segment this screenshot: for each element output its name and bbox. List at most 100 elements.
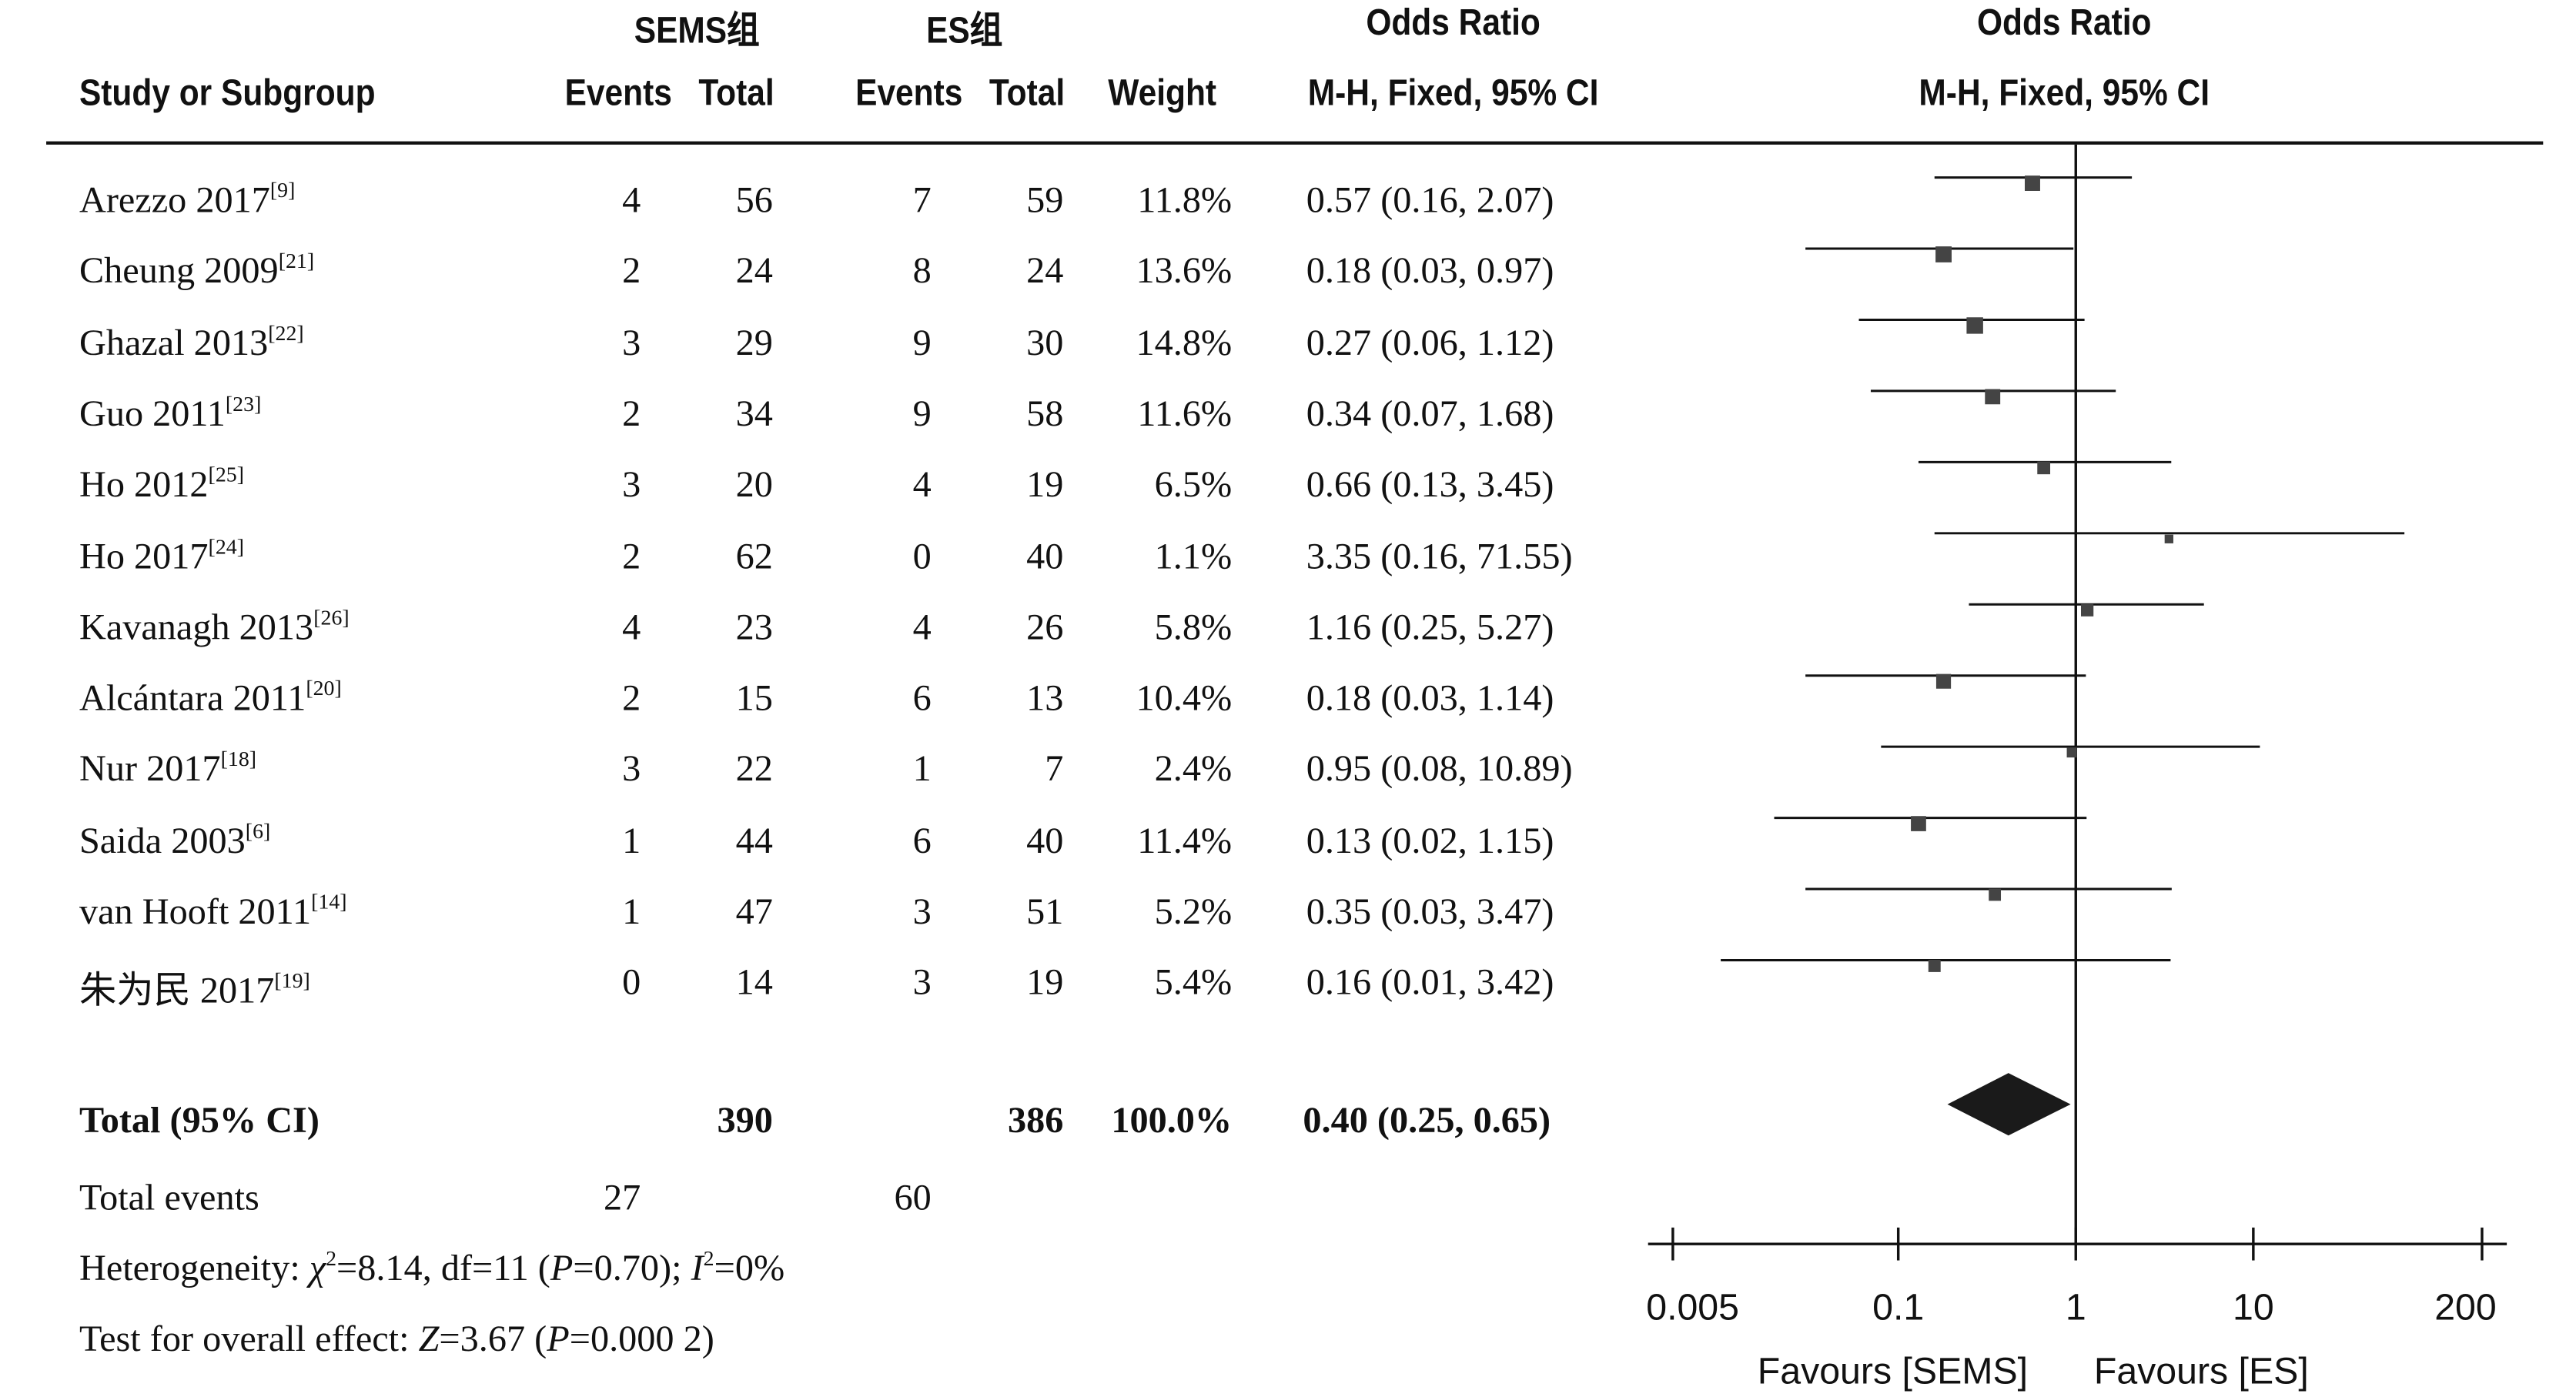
odds-ratio-header: Odds Ratio [1366, 2, 1541, 43]
study-marker [2164, 534, 2173, 543]
group2-total: 59 [1026, 179, 1064, 221]
study-ci-text: 0.95 (0.08, 10.89) [1306, 748, 1573, 790]
group2-header: ES组 [926, 9, 1003, 52]
study-name: Kavanagh 2013[26] [79, 604, 350, 647]
group2-events: 3 [912, 891, 932, 932]
reference-superscript: [25] [208, 462, 245, 487]
total-events-group1: 27 [603, 1176, 641, 1218]
method-header: M-H, Fixed, 95% CI [1307, 72, 1599, 114]
group1-total: 23 [735, 606, 773, 647]
x-tick-label: 1 [2066, 1287, 2086, 1328]
study-ci-text: 0.18 (0.03, 1.14) [1306, 677, 1554, 719]
total-weight: 100.0% [1111, 1099, 1233, 1141]
favours-left-label: Favours [SEMS] [1758, 1351, 2028, 1392]
reference-superscript: [22] [268, 319, 304, 345]
reference-superscript: [24] [208, 533, 245, 558]
x-tick-label: 0.1 [1872, 1287, 1924, 1328]
study-name: Nur 2017[18] [79, 747, 257, 790]
header-rule [46, 141, 2544, 145]
group1-events: 3 [622, 463, 641, 505]
group1-events: 2 [622, 250, 641, 292]
study-marker [1911, 816, 1926, 831]
plot-marks [1721, 144, 2405, 1245]
study-weight: 14.8% [1136, 321, 1233, 363]
heterogeneity-text: Heterogeneity: χ2=8.14, df=11 (P=0.70); … [79, 1245, 785, 1288]
reference-superscript: [14] [311, 889, 347, 914]
group2-total: 24 [1026, 250, 1064, 292]
study-ci-text: 0.18 (0.03, 0.97) [1306, 250, 1554, 292]
group1-events: 1 [622, 819, 641, 861]
study-ci-text: 1.16 (0.25, 5.27) [1306, 606, 1554, 647]
x-tick-label: 10 [2233, 1287, 2274, 1328]
study-marker [1928, 960, 1941, 972]
study-weight: 5.4% [1154, 961, 1233, 1003]
group2-total: 58 [1026, 393, 1064, 434]
group2-events-header: Events [855, 72, 963, 114]
study-name: van Hooft 2011[14] [79, 889, 347, 932]
reference-superscript: [26] [313, 604, 350, 630]
reference-superscript: [21] [278, 249, 315, 274]
reference-superscript: [18] [220, 747, 257, 772]
reference-superscript: [9] [269, 177, 296, 202]
study-marker [1985, 389, 2001, 405]
total-ci-text: 0.40 (0.25, 0.65) [1303, 1099, 1551, 1141]
group1-header: SEMS组 [634, 9, 760, 52]
study-ci-text: 0.16 (0.01, 3.42) [1306, 961, 1554, 1003]
group2-events: 4 [912, 606, 932, 647]
group1-events: 3 [622, 748, 641, 790]
study-marker [2081, 603, 2094, 617]
weight-header: Weight [1108, 72, 1217, 114]
group1-events: 4 [622, 179, 641, 221]
study-column-header: Study or Subgroup [79, 72, 376, 114]
study-weight: 10.4% [1136, 677, 1233, 719]
group2-total: 7 [1045, 748, 1064, 790]
study-name: Cheung 2009[21] [79, 249, 315, 292]
group2-events: 3 [912, 961, 932, 1003]
group2-total: 26 [1026, 606, 1064, 647]
study-name: Guo 2011[23] [79, 390, 262, 434]
study-ci-text: 0.66 (0.13, 3.45) [1306, 463, 1554, 505]
group2-total: 40 [1026, 819, 1064, 861]
group1-total: 62 [735, 534, 773, 577]
study-ci-text: 3.35 (0.16, 71.55) [1306, 534, 1573, 577]
total-events-label: Total events [79, 1176, 259, 1218]
group2-total-header: Total [989, 72, 1066, 114]
group1-events-header: Events [564, 72, 672, 114]
favours-right-label: Favours [ES] [2094, 1351, 2309, 1392]
study-weight: 1.1% [1154, 534, 1233, 577]
group2-total: 51 [1026, 891, 1064, 932]
group1-events: 2 [622, 677, 641, 719]
study-weight: 6.5% [1154, 463, 1233, 505]
odds-ratio-plot-header: Odds Ratio [1976, 2, 2152, 43]
study-marker [2037, 461, 2051, 475]
total-group1: 390 [717, 1099, 773, 1141]
x-tick-label: 200 [2434, 1287, 2497, 1328]
total-group2: 386 [1007, 1099, 1064, 1141]
study-ci-text: 0.57 (0.16, 2.07) [1306, 179, 1554, 221]
group1-total: 24 [735, 250, 773, 292]
study-ci-text: 0.13 (0.02, 1.15) [1306, 819, 1554, 861]
group2-events: 1 [912, 748, 932, 790]
study-ci-text: 0.35 (0.03, 3.47) [1306, 891, 1554, 932]
group1-total: 44 [735, 819, 773, 861]
group1-total: 20 [735, 463, 773, 505]
study-marker [1989, 888, 2002, 901]
group2-events: 7 [912, 179, 932, 221]
pooled-diamond [1947, 1073, 2071, 1136]
study-name: Arezzo 2017[9] [79, 177, 296, 221]
study-ci-text: 0.27 (0.06, 1.12) [1306, 321, 1554, 363]
study-weight: 11.4% [1137, 819, 1233, 861]
study-marker [1935, 246, 1952, 262]
study-weight: 5.2% [1154, 891, 1233, 932]
study-weight: 2.4% [1154, 748, 1233, 790]
group2-total: 13 [1026, 677, 1064, 719]
reference-superscript: [19] [274, 968, 310, 994]
group2-total: 19 [1026, 463, 1064, 505]
group2-events: 9 [912, 393, 932, 434]
x-axis: 0.005 0.1 1 10 200 Favours [SEMS] Favours [ES] [1646, 1227, 2507, 1392]
group2-total: 40 [1026, 534, 1064, 577]
study-weight: 5.8% [1154, 606, 1233, 647]
study-marker [1935, 673, 1952, 689]
